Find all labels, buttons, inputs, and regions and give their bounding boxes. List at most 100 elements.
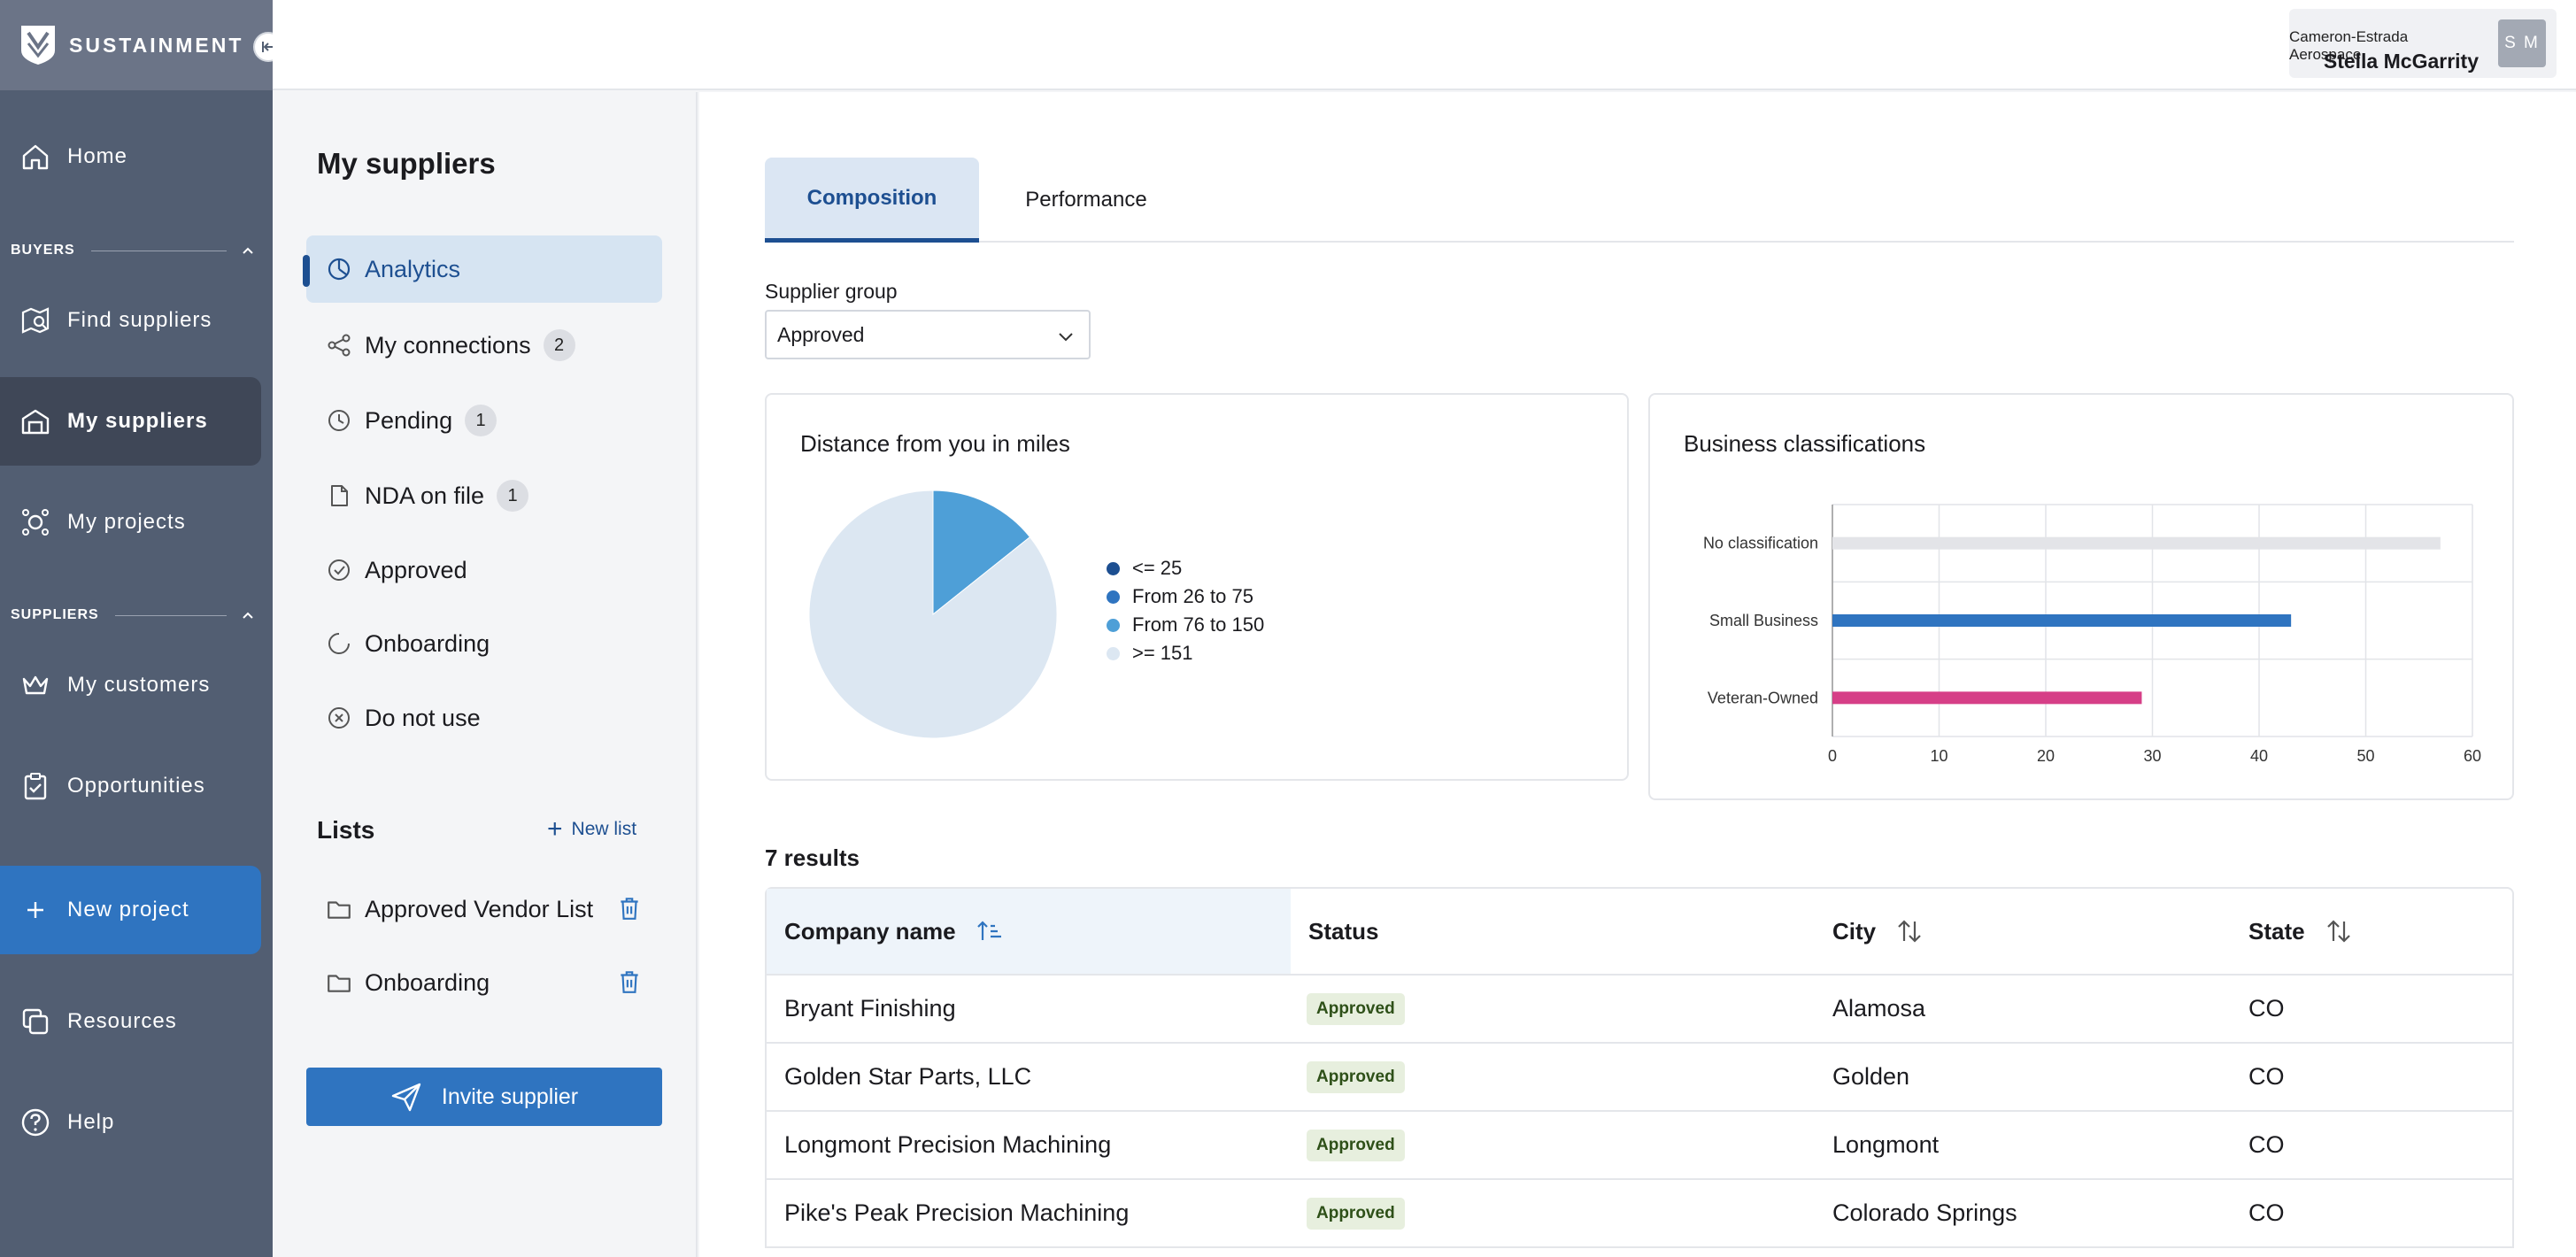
pie-slice-2[interactable]: [932, 490, 1031, 616]
table-header: Company name Status City State: [767, 889, 2512, 976]
chart-pie-icon: [326, 256, 352, 282]
nav-section-label: BUYERS: [11, 243, 75, 258]
top-bar: Cameron-Estrada Aerospace Stella McGarri…: [273, 0, 2576, 90]
tab-performance[interactable]: Performance: [1025, 188, 1147, 212]
cell-state: CO: [2248, 995, 2285, 1022]
folder-icon: [328, 901, 351, 919]
user-menu[interactable]: Cameron-Estrada Aerospace Stella McGarri…: [2289, 9, 2557, 78]
send-icon: [391, 1083, 421, 1112]
invite-supplier-button[interactable]: Invite supplier: [306, 1068, 662, 1126]
legend-swatch: [1107, 646, 1120, 660]
subnav-item-pending[interactable]: Pending 1: [306, 387, 662, 454]
column-header-city[interactable]: City: [1815, 889, 2231, 974]
nav-home[interactable]: Home: [0, 112, 273, 201]
nav-find-suppliers[interactable]: Find suppliers: [0, 276, 273, 365]
trash-icon[interactable]: [616, 968, 643, 995]
check-circle-icon: [326, 557, 352, 583]
nav-my-suppliers[interactable]: My suppliers: [0, 377, 261, 466]
sort-icon[interactable]: [2325, 917, 2353, 945]
list-item-label: Approved Vendor List: [365, 895, 594, 922]
nav-my-customers[interactable]: My customers: [0, 641, 273, 729]
status-badge: Approved: [1307, 992, 1405, 1025]
cell-company[interactable]: Pike's Peak Precision Machining: [784, 1199, 1130, 1226]
cell-company[interactable]: Golden Star Parts, LLC: [784, 1063, 1032, 1090]
invite-supplier-label: Invite supplier: [441, 1083, 579, 1109]
circle-progress-icon: [326, 630, 352, 657]
cell-city: Colorado Springs: [1832, 1199, 2017, 1226]
list-item-onboarding[interactable]: Onboarding: [326, 956, 653, 1009]
subnav-item-onboarding[interactable]: Onboarding: [306, 610, 662, 677]
subnav-item-analytics[interactable]: Analytics: [303, 235, 662, 303]
tab-composition[interactable]: Composition: [765, 158, 979, 243]
legend-swatch: [1107, 561, 1120, 575]
clock-icon: [326, 407, 352, 434]
results-count: 7 results: [765, 844, 860, 871]
tab-bar: Composition Performance: [765, 158, 2514, 243]
new-project-button[interactable]: New project: [0, 866, 261, 954]
table-row[interactable]: Longmont Precision Machining Approved Lo…: [767, 1112, 2512, 1180]
sustainment-logo-icon[interactable]: [19, 24, 57, 66]
legend-label: <= 25: [1132, 557, 1183, 579]
legend-swatch: [1107, 618, 1120, 632]
document-icon: [326, 482, 352, 509]
business-classifications-bar-chart: 0 10 20 30 40 50 60 No classification Small Busi…: [1703, 504, 2481, 765]
subnav-item-nda-on-file[interactable]: NDA on file 1: [306, 462, 662, 529]
legend-item: From 26 to 75: [1107, 582, 1264, 611]
column-header-label: City: [1832, 917, 1877, 945]
nav-resources-label: Resources: [67, 1009, 177, 1033]
nav-section-buyers[interactable]: BUYERS: [11, 237, 255, 264]
sort-icon[interactable]: [1895, 917, 1924, 945]
cell-company[interactable]: Longmont Precision Machining: [784, 1131, 1112, 1158]
supplier-group-select[interactable]: Approved: [765, 310, 1091, 359]
chevron-down-icon: [1059, 333, 1073, 342]
table-row[interactable]: Bryant Finishing Approved Alamosa CO: [767, 976, 2512, 1044]
status-badge: Approved: [1307, 1197, 1405, 1230]
trash-icon[interactable]: [616, 895, 643, 922]
nav-opportunities[interactable]: Opportunities: [0, 742, 273, 830]
table-row[interactable]: Golden Star Parts, LLC Approved Golden C…: [767, 1044, 2512, 1112]
bar-2[interactable]: [1832, 691, 2142, 705]
cell-status: Approved: [1291, 1044, 1815, 1110]
column-header-status: Status: [1291, 889, 1815, 974]
subnav-item-label: Do not use: [365, 704, 481, 731]
subnav-item-my-connections[interactable]: My connections 2: [306, 312, 662, 379]
x-tick-label: 10: [1930, 747, 1947, 765]
nav-resources[interactable]: Resources: [0, 977, 273, 1066]
avatar[interactable]: S M: [2498, 19, 2546, 67]
sort-ascending-icon[interactable]: [976, 917, 1004, 945]
divider: [114, 614, 227, 616]
cell-city: Longmont: [1832, 1131, 1940, 1158]
cell-company[interactable]: Bryant Finishing: [784, 995, 956, 1022]
nav-section-suppliers[interactable]: SUPPLIERS: [11, 602, 255, 628]
list-item-approved-vendor-list[interactable]: Approved Vendor List: [326, 883, 653, 936]
nav-help[interactable]: Help: [0, 1078, 273, 1167]
user-name: Stella McGarrity: [2323, 50, 2479, 73]
bar-0[interactable]: [1832, 536, 2441, 550]
main-content: Composition Performance Supplier group A…: [699, 92, 2576, 1257]
x-tick-label: 20: [2037, 747, 2055, 765]
nav-my-projects[interactable]: My projects: [0, 478, 273, 567]
pie-slice-3[interactable]: [808, 490, 1058, 739]
user-organization: Cameron-Estrada Aerospace: [2289, 28, 2409, 63]
column-header-company-name[interactable]: Company name: [767, 889, 1291, 974]
nav-home-label: Home: [67, 144, 128, 168]
subnav-item-approved[interactable]: Approved: [306, 536, 662, 604]
nav-opportunities-label: Opportunities: [67, 774, 205, 798]
y-tick-label: Small Business: [1709, 612, 1818, 629]
crown-icon: [19, 669, 51, 701]
brand-name[interactable]: SUSTAINMENT: [69, 33, 244, 57]
column-header-state[interactable]: State: [2231, 889, 2512, 974]
subnav-item-do-not-use[interactable]: Do not use: [306, 684, 662, 752]
cell-status: Approved: [1291, 976, 1815, 1042]
supplier-group-value: Approved: [777, 322, 865, 346]
bar-1[interactable]: [1832, 614, 2292, 627]
legend-label: >= 151: [1132, 642, 1193, 664]
cell-city: Alamosa: [1832, 995, 1926, 1022]
chevron-up-icon: [243, 612, 253, 619]
cell-status: Approved: [1291, 1112, 1815, 1178]
table-row[interactable]: Pike's Peak Precision Machining Approved…: [767, 1180, 2512, 1248]
help-icon: [19, 1107, 51, 1138]
new-list-button[interactable]: + New list: [547, 816, 636, 843]
chart-legend: <= 25 From 26 to 75 From 76 to 150 >= 15…: [1107, 554, 1264, 667]
count-badge: 2: [543, 329, 575, 361]
